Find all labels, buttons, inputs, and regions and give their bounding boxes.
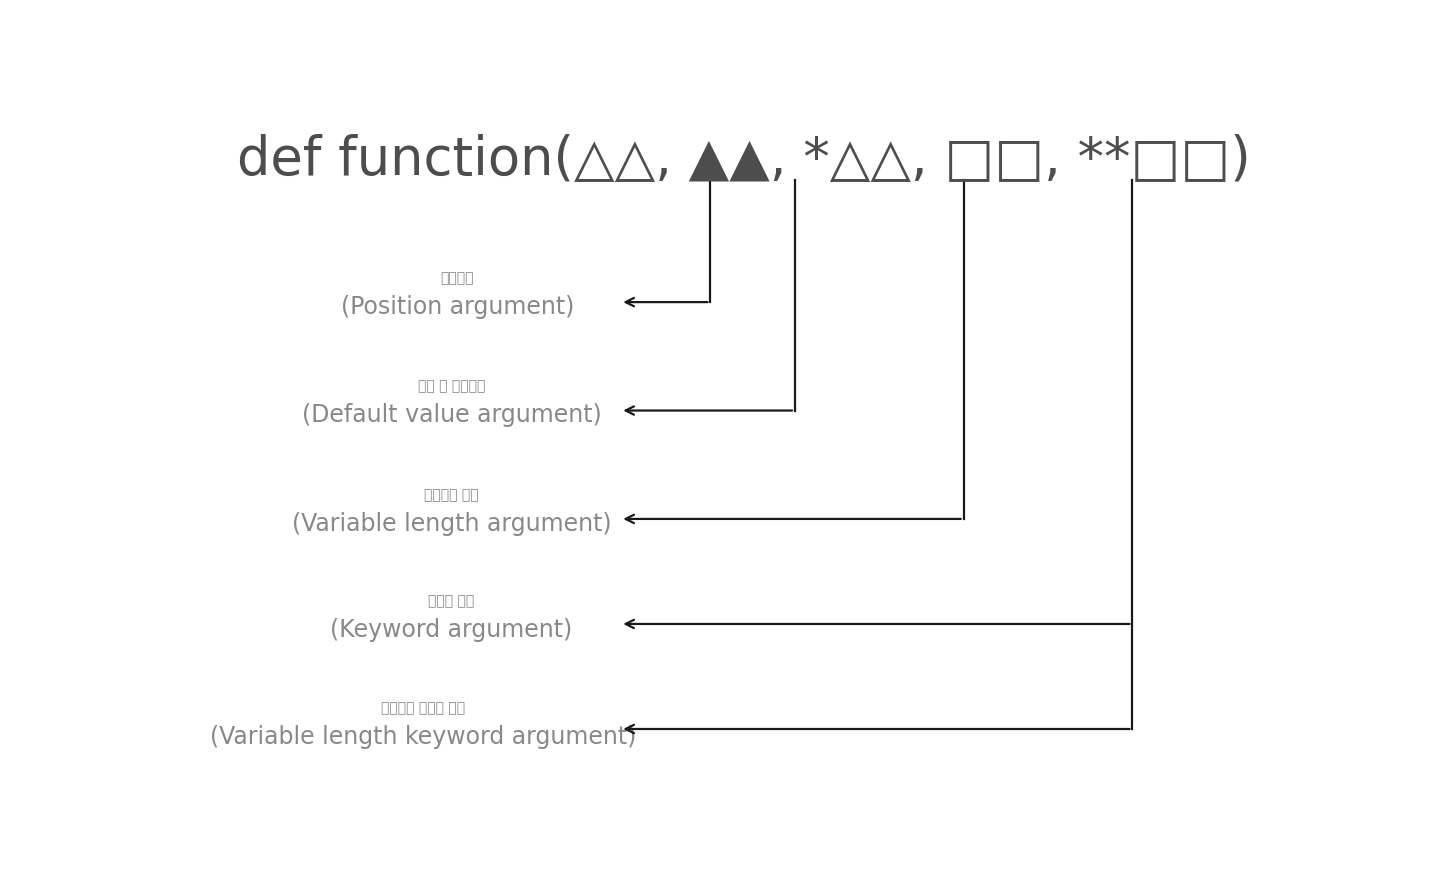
Text: (Variable length keyword argument): (Variable length keyword argument) xyxy=(211,725,636,750)
Text: (Position argument): (Position argument) xyxy=(341,295,574,319)
Text: (Default value argument): (Default value argument) xyxy=(302,403,601,428)
Text: 가변길이 인수: 가변길이 인수 xyxy=(424,488,479,502)
Text: 가변길이 키워드 인수: 가변길이 키워드 인수 xyxy=(382,701,466,715)
Text: def function(△△, ▲▲, *△△, □□, **□□): def function(△△, ▲▲, *△△, □□, **□□) xyxy=(237,133,1252,185)
Text: 키워드 인수: 키워드 인수 xyxy=(428,594,475,608)
Text: 기본 값 위치인수: 기본 값 위치인수 xyxy=(418,379,485,393)
Text: (Keyword argument): (Keyword argument) xyxy=(331,619,572,642)
Text: (Variable length argument): (Variable length argument) xyxy=(292,512,611,536)
Text: 위치인수: 위치인수 xyxy=(440,271,473,285)
